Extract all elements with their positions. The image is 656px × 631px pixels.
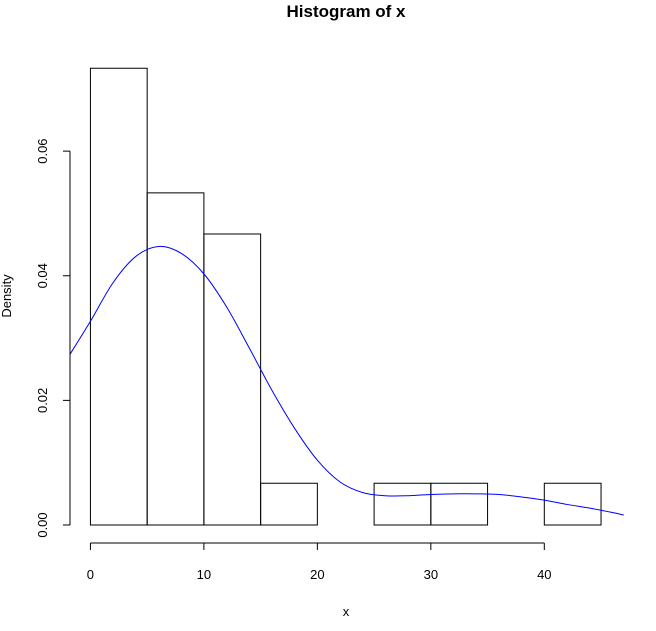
histogram-bar-0 — [89, 67, 148, 526]
histogram-bar-3 — [260, 482, 318, 526]
x-tick-label-1: 10 — [197, 567, 211, 582]
y-tick-label-1: 0.02 — [35, 388, 50, 413]
y-tick-label-2: 0.04 — [35, 263, 50, 288]
histogram-bar-8 — [543, 482, 602, 526]
y-tick-label-0: 0.00 — [35, 512, 50, 537]
y-tick-label-3: 0.06 — [35, 138, 50, 163]
y-axis: 0.00 0.02 0.04 0.06 — [35, 138, 71, 538]
x-tick-label-4: 40 — [537, 567, 551, 582]
x-axis-label: x — [343, 604, 350, 619]
y-axis-label: Density — [0, 274, 14, 318]
histogram-bar-6 — [430, 482, 489, 526]
x-tick-label-0: 0 — [87, 567, 94, 582]
density-curve — [69, 245, 624, 516]
x-tick-label-2: 20 — [310, 567, 324, 582]
x-tick-label-3: 30 — [424, 567, 438, 582]
histogram-bar-2 — [203, 233, 262, 526]
chart-title: Histogram of x — [286, 2, 406, 21]
histogram-bar-1 — [146, 192, 205, 526]
x-axis: 0 10 20 30 40 — [87, 542, 552, 582]
histogram-bars — [89, 67, 602, 526]
histogram-bar-5 — [373, 482, 432, 526]
